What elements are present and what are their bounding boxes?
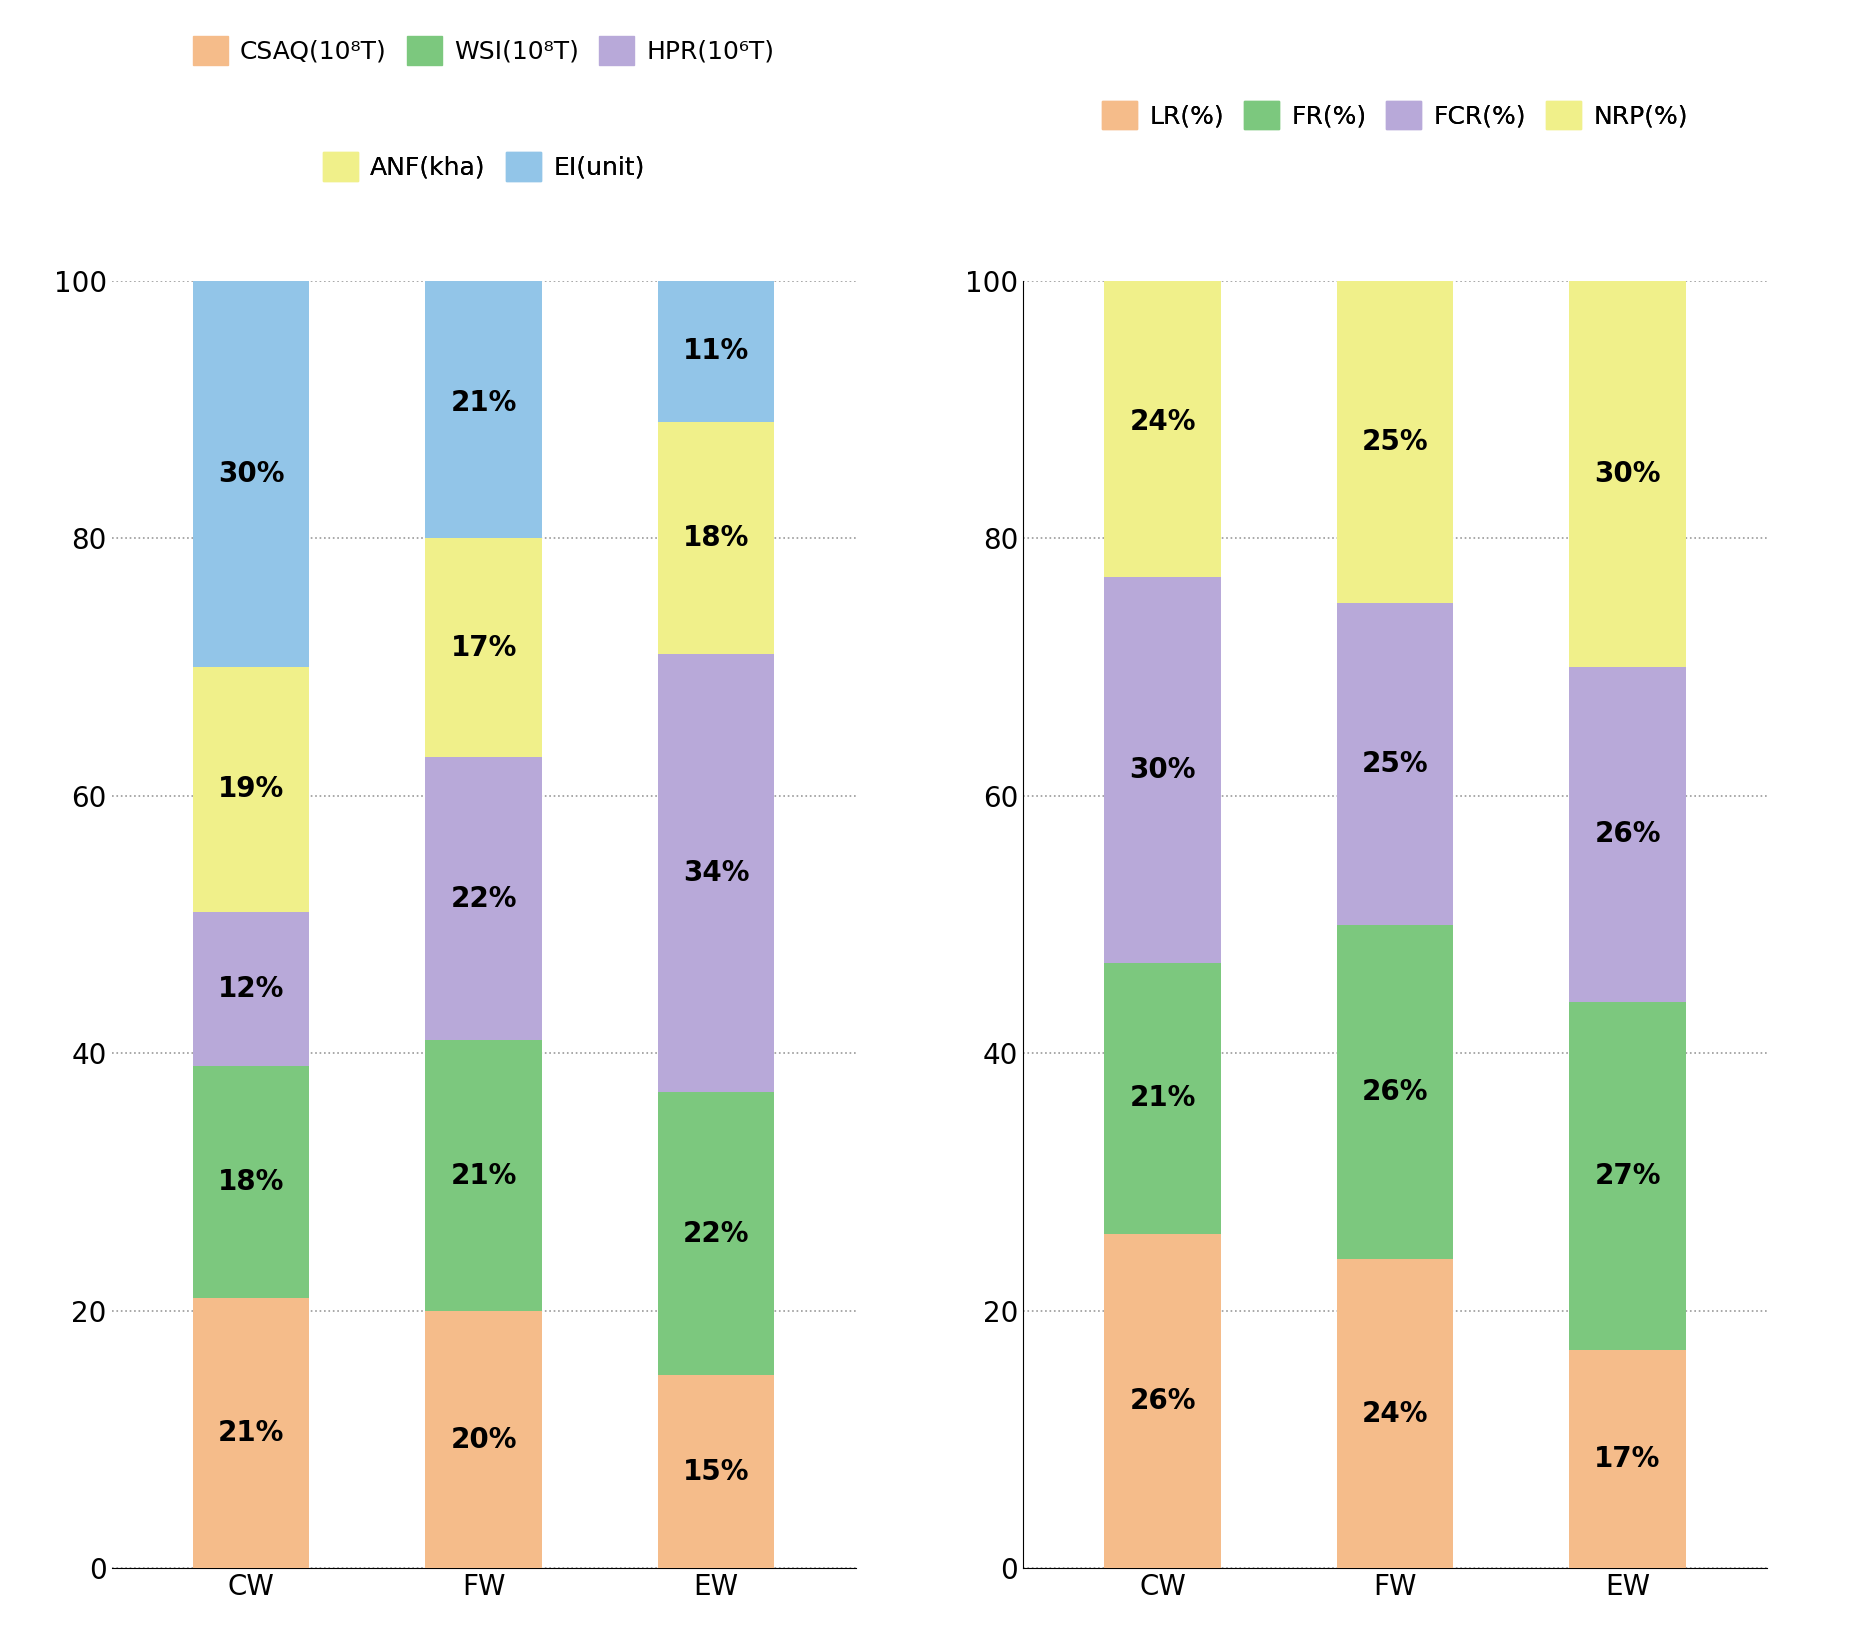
Text: 22%: 22% bbox=[450, 885, 517, 913]
Bar bbox=[426, 758, 541, 1040]
Text: 24%: 24% bbox=[1362, 1400, 1428, 1428]
Bar bbox=[426, 267, 541, 538]
Text: 30%: 30% bbox=[1129, 756, 1196, 784]
Text: 34%: 34% bbox=[683, 859, 750, 887]
Bar bbox=[1570, 1002, 1685, 1349]
Bar bbox=[1570, 667, 1685, 1002]
Bar bbox=[658, 1091, 774, 1375]
Bar bbox=[1337, 603, 1453, 925]
Bar bbox=[658, 281, 774, 423]
Bar bbox=[1105, 963, 1220, 1233]
Text: 30%: 30% bbox=[1594, 461, 1661, 487]
Bar bbox=[1337, 925, 1453, 1260]
Bar bbox=[1570, 1349, 1685, 1568]
Bar bbox=[426, 1311, 541, 1568]
Text: 25%: 25% bbox=[1362, 428, 1428, 456]
Bar bbox=[658, 1375, 774, 1568]
Bar bbox=[193, 1298, 309, 1568]
Bar bbox=[658, 654, 774, 1091]
Text: 18%: 18% bbox=[683, 525, 750, 551]
Text: 20%: 20% bbox=[450, 1426, 517, 1453]
Bar bbox=[1105, 1233, 1220, 1568]
Bar bbox=[193, 667, 309, 911]
Text: 15%: 15% bbox=[683, 1458, 750, 1486]
Text: 25%: 25% bbox=[1362, 750, 1428, 778]
Text: 26%: 26% bbox=[1362, 1078, 1428, 1106]
Bar bbox=[1337, 1260, 1453, 1568]
Bar bbox=[1105, 576, 1220, 963]
Text: 12%: 12% bbox=[218, 976, 285, 1002]
Text: 27%: 27% bbox=[1594, 1162, 1661, 1190]
Bar bbox=[193, 1067, 309, 1298]
Text: 30%: 30% bbox=[218, 461, 285, 487]
Text: 11%: 11% bbox=[683, 337, 750, 365]
Text: 26%: 26% bbox=[1129, 1387, 1196, 1415]
Text: 17%: 17% bbox=[1594, 1445, 1661, 1473]
Text: 21%: 21% bbox=[218, 1420, 285, 1448]
Text: 18%: 18% bbox=[218, 1169, 285, 1195]
Text: 21%: 21% bbox=[450, 1162, 517, 1190]
Bar bbox=[426, 538, 541, 758]
Text: 21%: 21% bbox=[450, 390, 517, 418]
Text: 17%: 17% bbox=[450, 634, 517, 662]
Bar bbox=[1337, 281, 1453, 603]
Legend: ANF(kha), EI(unit): ANF(kha), EI(unit) bbox=[312, 142, 655, 192]
Bar bbox=[193, 911, 309, 1067]
Bar bbox=[658, 423, 774, 654]
Text: 19%: 19% bbox=[218, 776, 285, 804]
Bar bbox=[1105, 267, 1220, 576]
Text: 24%: 24% bbox=[1129, 408, 1196, 436]
Bar bbox=[1570, 281, 1685, 667]
Bar bbox=[193, 281, 309, 667]
Bar bbox=[426, 1040, 541, 1311]
Text: 22%: 22% bbox=[683, 1220, 750, 1248]
Legend: LR(%), FR(%), FCR(%), NRP(%): LR(%), FR(%), FCR(%), NRP(%) bbox=[1092, 91, 1698, 139]
Text: 26%: 26% bbox=[1594, 821, 1661, 849]
Text: 21%: 21% bbox=[1129, 1085, 1196, 1113]
